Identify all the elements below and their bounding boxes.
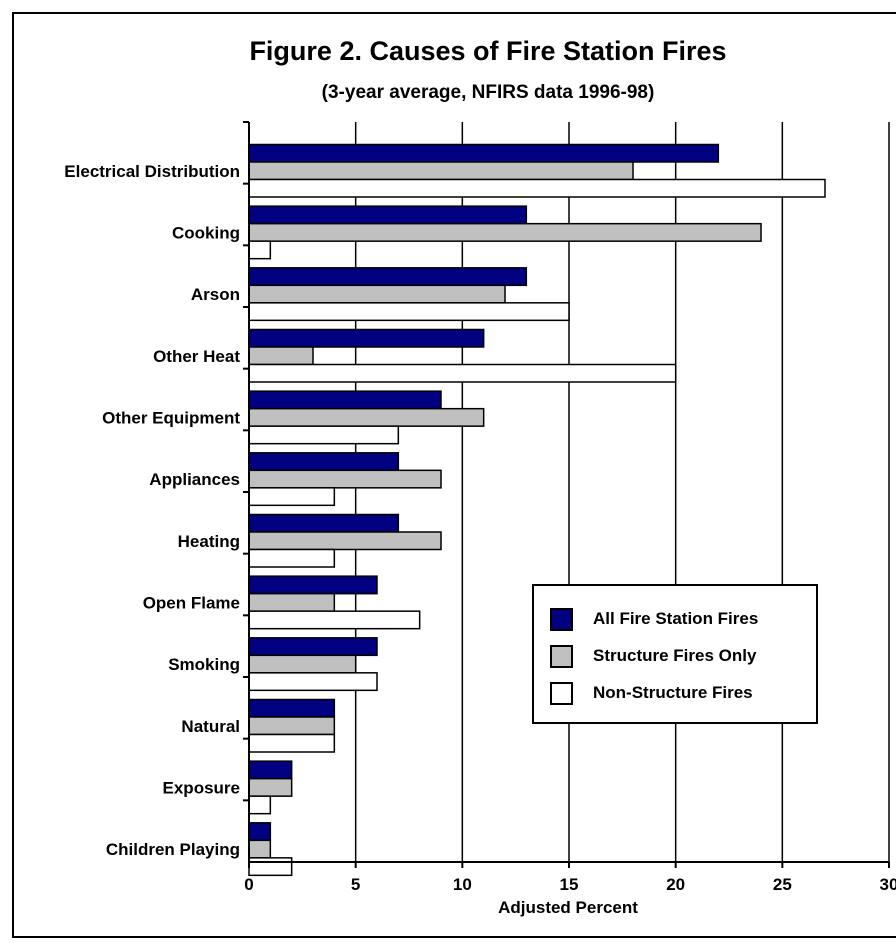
bar-electrical-distribution-structure-fires-only <box>248 161 634 181</box>
chart-subtitle: (3-year average, NFIRS data 1996-98) <box>321 82 655 103</box>
legend-label-non-structure: Non-Structure Fires <box>593 683 753 702</box>
bar-natural-structure-fires-only <box>248 716 336 736</box>
axes <box>243 121 890 868</box>
bar-heating-structure-fires-only <box>248 531 442 551</box>
bar-open-flame-non-structure-fires <box>248 610 421 630</box>
bar-appliances-structure-fires-only <box>248 469 442 489</box>
x-tick-label-20: 20 <box>666 875 685 894</box>
bar-electrical-distribution-non-structure-fires <box>248 178 826 198</box>
bar-appliances-non-structure-fires <box>248 487 336 507</box>
bar-exposure-non-structure-fires <box>248 795 272 815</box>
tick-labels: 0 5 10 15 20 25 30 <box>244 875 896 894</box>
bar-arson-structure-fires-only <box>248 284 506 304</box>
bar-children-playing-all-fire-station-fires <box>248 822 272 842</box>
legend-item-structure-fires-only: Structure Fires Only <box>550 643 756 669</box>
chart-title: Figure 2. Causes of Fire Station Fires <box>249 36 727 66</box>
bar-exposure-all-fire-station-fires <box>248 760 293 780</box>
category-label-open-flame: Open Flame <box>143 593 240 612</box>
category-label-electrical-distribution: Electrical Distribution <box>64 162 240 181</box>
bar-heating-non-structure-fires <box>248 548 336 568</box>
bar-other-heat-structure-fires-only <box>248 346 314 366</box>
bar-appliances-all-fire-station-fires <box>248 452 400 472</box>
bar-other-heat-all-fire-station-fires <box>248 328 485 348</box>
chart-frame <box>12 12 896 938</box>
bar-other-equipment-non-structure-fires <box>248 425 400 445</box>
legend-swatch-non-structure <box>550 681 573 705</box>
bar-natural-all-fire-station-fires <box>248 698 336 718</box>
bar-open-flame-structure-fires-only <box>248 592 336 612</box>
legend-swatch-structure <box>550 644 573 668</box>
bar-cooking-all-fire-station-fires <box>248 205 528 225</box>
bar-electrical-distribution-all-fire-station-fires <box>248 143 720 163</box>
category-label-smoking: Smoking <box>168 655 240 674</box>
category-label-appliances: Appliances <box>149 470 240 489</box>
bar-other-equipment-structure-fires-only <box>248 407 485 427</box>
category-label-natural: Natural <box>181 717 240 736</box>
x-axis-title: Adjusted Percent <box>498 898 638 917</box>
legend: All Fire Station Fires Structure Fires O… <box>532 584 818 724</box>
bar-arson-non-structure-fires <box>248 302 570 322</box>
x-tick-label-25: 25 <box>773 875 792 894</box>
bar-smoking-structure-fires-only <box>248 654 357 674</box>
legend-swatch-all <box>550 607 573 631</box>
bar-arson-all-fire-station-fires <box>248 267 528 287</box>
bar-children-playing-structure-fires-only <box>248 839 272 859</box>
category-label-other-equipment: Other Equipment <box>102 408 240 427</box>
bar-cooking-non-structure-fires <box>248 240 272 260</box>
bars <box>248 143 826 877</box>
category-label-children-playing: Children Playing <box>106 840 240 859</box>
bar-cooking-structure-fires-only <box>248 222 762 242</box>
x-tick-label-0: 0 <box>244 875 253 894</box>
x-tick-label-30: 30 <box>880 875 896 894</box>
category-label-exposure: Exposure <box>163 778 240 797</box>
x-tick-label-10: 10 <box>453 875 472 894</box>
category-label-heating: Heating <box>178 532 240 551</box>
gridlines <box>354 122 890 862</box>
category-label-cooking: Cooking <box>172 223 240 242</box>
legend-item-all-fire-station-fires: All Fire Station Fires <box>550 606 758 632</box>
x-tick-label-15: 15 <box>560 875 579 894</box>
legend-label-all: All Fire Station Fires <box>593 609 759 628</box>
bar-exposure-structure-fires-only <box>248 777 293 797</box>
category-label-arson: Arson <box>191 285 240 304</box>
bar-heating-all-fire-station-fires <box>248 513 400 533</box>
category-labels: Electrical Distribution Cooking Arson Other… <box>64 162 240 859</box>
bar-smoking-all-fire-station-fires <box>248 637 378 657</box>
bar-other-heat-non-structure-fires <box>248 363 677 383</box>
x-tick-label-5: 5 <box>351 875 360 894</box>
bar-children-playing-non-structure-fires <box>248 857 293 877</box>
bar-open-flame-all-fire-station-fires <box>248 575 378 595</box>
legend-item-non-structure-fires: Non-Structure Fires <box>550 680 753 706</box>
category-label-other-heat: Other Heat <box>153 347 240 366</box>
bar-smoking-non-structure-fires <box>248 672 378 692</box>
bar-other-equipment-all-fire-station-fires <box>248 390 442 410</box>
bar-natural-non-structure-fires <box>248 733 336 753</box>
legend-label-structure: Structure Fires Only <box>593 646 757 665</box>
